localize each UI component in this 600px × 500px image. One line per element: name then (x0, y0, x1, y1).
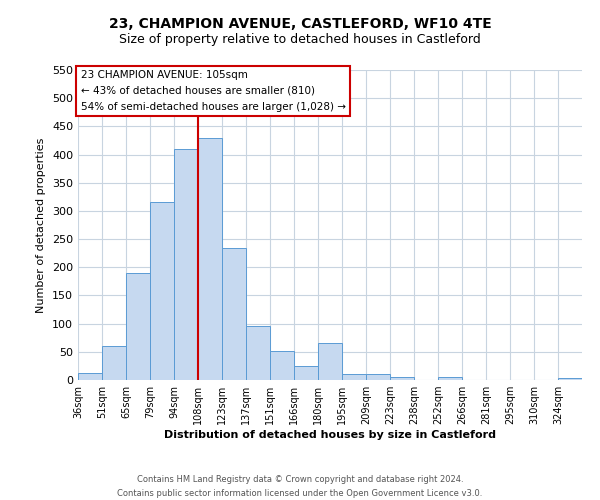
Text: Size of property relative to detached houses in Castleford: Size of property relative to detached ho… (119, 32, 481, 46)
Bar (438, 377, 462, 380)
Bar (342, 374, 366, 380)
Bar (198, 138, 222, 380)
Bar (246, 326, 270, 380)
Bar (390, 377, 414, 380)
Text: 23, CHAMPION AVENUE, CASTLEFORD, WF10 4TE: 23, CHAMPION AVENUE, CASTLEFORD, WF10 4T… (109, 18, 491, 32)
Bar (318, 344, 342, 380)
Bar (102, 346, 126, 380)
Y-axis label: Number of detached properties: Number of detached properties (37, 138, 46, 312)
Bar (174, 149, 198, 380)
Bar (78, 372, 102, 380)
Bar (366, 374, 390, 380)
Text: 23 CHAMPION AVENUE: 105sqm
← 43% of detached houses are smaller (810)
54% of sem: 23 CHAMPION AVENUE: 105sqm ← 43% of deta… (80, 70, 346, 112)
Bar (150, 202, 174, 380)
Bar (294, 366, 318, 380)
Bar (270, 350, 294, 380)
Text: Contains HM Land Registry data © Crown copyright and database right 2024.
Contai: Contains HM Land Registry data © Crown c… (118, 476, 482, 498)
Bar (126, 273, 150, 380)
Bar (558, 378, 582, 380)
Bar (222, 248, 246, 380)
X-axis label: Distribution of detached houses by size in Castleford: Distribution of detached houses by size … (164, 430, 496, 440)
